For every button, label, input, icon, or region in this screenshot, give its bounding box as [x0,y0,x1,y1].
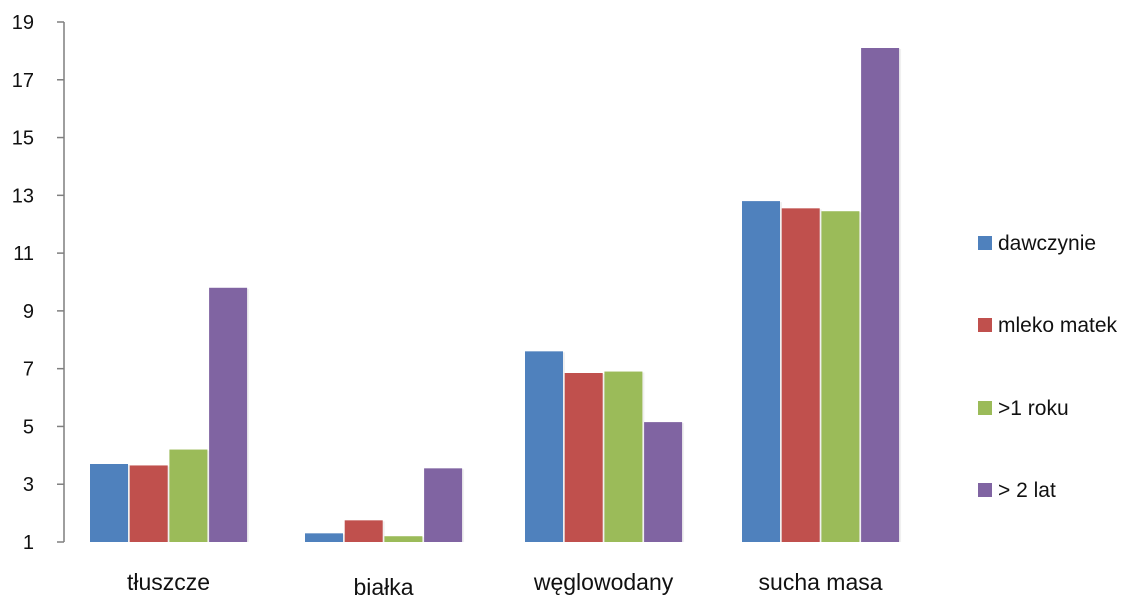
y-tick-label: 3 [23,474,34,496]
bar [564,373,603,542]
bar [525,351,563,542]
bar [129,465,168,542]
x-category-label: tłuszcze [127,569,210,595]
legend-label: >1 roku [998,397,1069,420]
legend-item: >1 roku [978,397,1069,420]
y-tick-label: 5 [23,416,34,438]
bar [781,208,820,543]
x-category-label: sucha masa [759,569,883,595]
bar [90,464,128,542]
y-tick-label: 13 [12,185,34,207]
x-category-label: węglowodany [533,569,674,595]
bar-group [305,468,465,542]
bar [305,533,343,542]
legend-label: > 2 lat [998,479,1056,502]
y-tick-label: 19 [12,12,34,34]
legend-swatch [978,318,992,332]
legend-swatch [978,401,992,415]
bar-group [525,351,685,542]
bar [169,449,208,542]
y-tick-label: 11 [13,243,34,265]
y-tick-label: 17 [12,70,34,92]
legend-label: mleko matek [998,314,1118,337]
bar [384,536,423,542]
bar [604,371,643,542]
bar [821,211,860,542]
y-tick-label: 7 [23,359,34,381]
legend-swatch [978,483,992,497]
bar-group [742,48,902,543]
bar [209,287,248,542]
bar [644,422,683,542]
bar [424,468,463,542]
y-tick-label: 1 [23,532,34,554]
x-category-label: białka [353,574,413,600]
x-axis-labels: tłuszcze białka węglowodany sucha masa [127,569,883,600]
legend-swatch [978,236,992,250]
bar-group [90,287,250,542]
bars [90,48,902,543]
bar [861,48,900,542]
legend-label: dawczynie [998,232,1096,255]
y-tick-label: 15 [12,128,34,150]
bar [742,201,780,542]
bar [344,520,383,542]
y-tick-label: 9 [23,301,34,323]
legend: dawczynie mleko matek >1 roku > 2 lat [978,232,1118,502]
legend-item: > 2 lat [978,479,1056,502]
legend-item: mleko matek [978,314,1118,337]
legend-item: dawczynie [978,232,1096,255]
